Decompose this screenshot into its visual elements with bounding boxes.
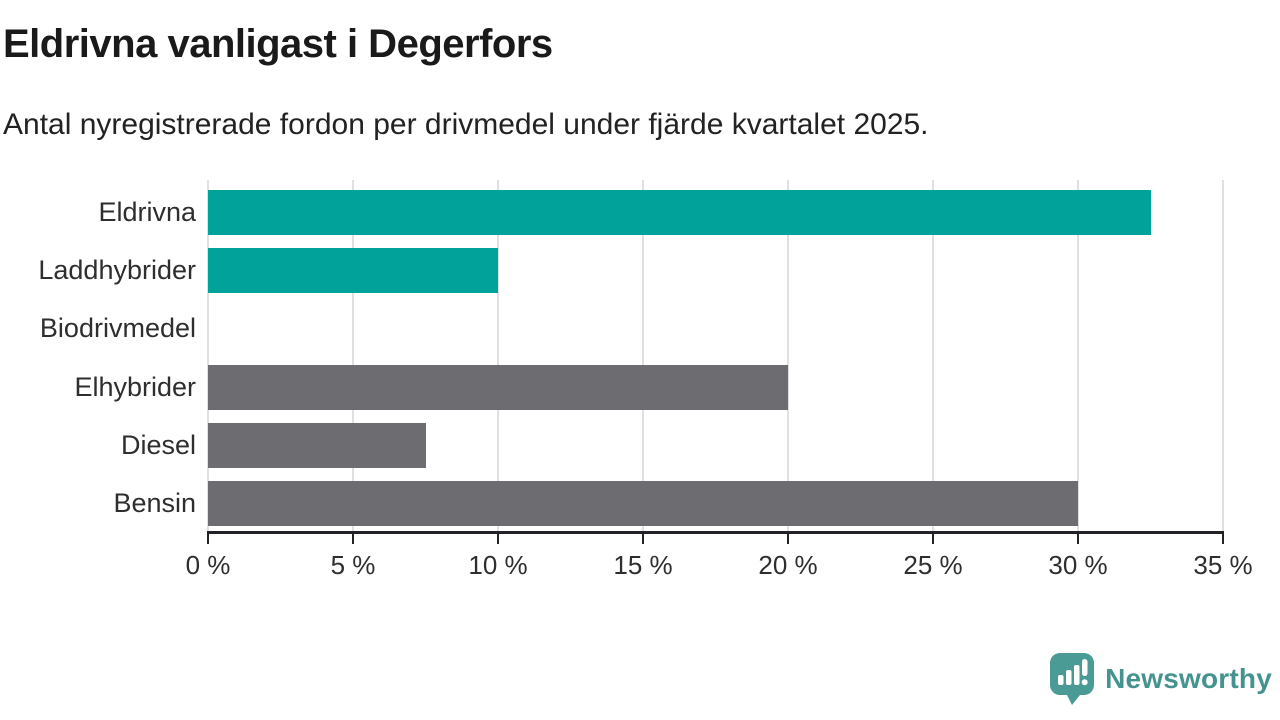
x-axis-tick-25 (932, 534, 934, 544)
y-axis-label-diesel: Diesel (120, 429, 196, 460)
chart-title: Eldrivna vanligast i Degerfors (3, 22, 553, 66)
gridline-20 (787, 180, 789, 531)
y-axis-label-biodrivmedel: Biodrivmedel (39, 313, 196, 344)
x-axis-tick-label-20: 20 % (758, 550, 818, 580)
x-axis-tick-label-5: 5 % (330, 550, 376, 580)
x-axis-tick-35 (1222, 534, 1224, 544)
gridline-30 (1077, 180, 1079, 531)
y-axis-label-laddhybrider: Laddhybrider (38, 255, 196, 286)
y-axis-label-eldrivna: Eldrivna (98, 197, 196, 227)
gridline-25 (932, 180, 934, 531)
x-axis-tick-label-15: 15 % (613, 550, 673, 580)
newsworthy-logo-icon (1050, 653, 1095, 705)
x-axis-tick-label-25: 25 % (903, 550, 963, 580)
bar-laddhybrider (208, 248, 498, 294)
x-axis-tick-30 (1077, 534, 1079, 544)
brand-name: Newsworthy (1105, 663, 1272, 694)
bar-diesel (208, 422, 426, 468)
bar-bensin (208, 481, 1078, 526)
bar-eldrivna (208, 190, 1151, 235)
gridline-0 (207, 180, 209, 531)
y-axis-label-bensin: Bensin (113, 488, 196, 518)
x-axis-tick-label-0: 0 % (185, 550, 231, 580)
x-axis-tick-label-30: 30 % (1048, 550, 1108, 580)
y-axis-label-elhybrider: Elhybrider (74, 371, 196, 402)
x-axis-tick-label-10: 10 % (468, 550, 528, 580)
x-axis-tick-label-35: 35 % (1193, 550, 1253, 580)
gridline-15 (642, 180, 644, 531)
x-axis-tick-10 (497, 534, 499, 544)
chart-subtitle: Antal nyregistrerade fordon per drivmede… (3, 108, 929, 141)
bar-elhybrider (208, 364, 788, 410)
x-axis-line (207, 531, 1224, 534)
gridline-10 (497, 180, 499, 531)
x-axis-tick-15 (642, 534, 644, 544)
x-axis-tick-20 (787, 534, 789, 544)
gridline-5 (352, 180, 354, 531)
brand-footer: Newsworthy (1049, 652, 1272, 706)
x-axis-tick-5 (352, 534, 354, 544)
x-axis-tick-0 (207, 534, 209, 544)
gridline-35 (1222, 180, 1224, 531)
